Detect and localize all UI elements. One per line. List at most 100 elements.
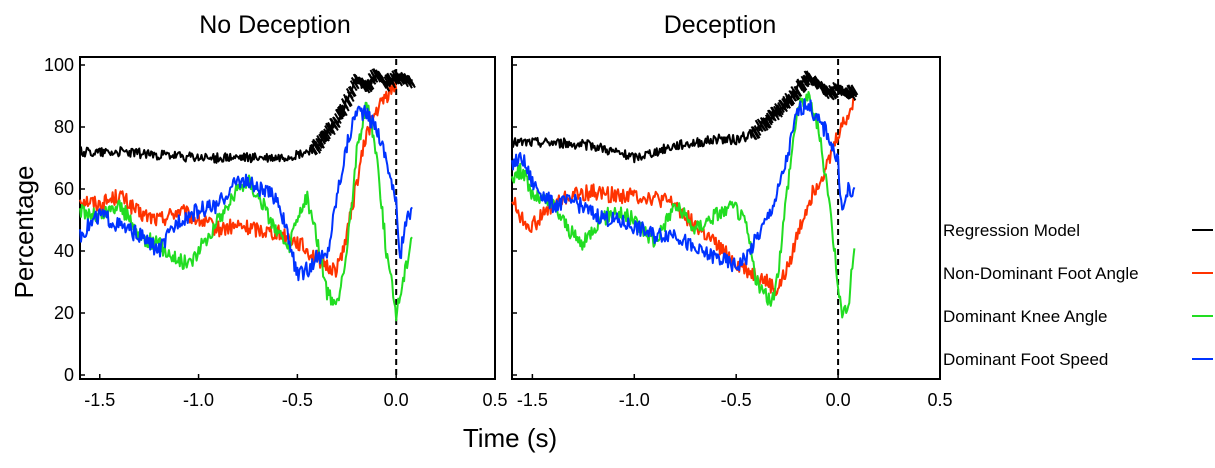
regression-marker [789, 90, 798, 102]
regression-marker [365, 79, 374, 91]
regression-marker [848, 89, 857, 101]
y-tick-label: 40 [54, 241, 74, 261]
regression-marker [397, 73, 405, 86]
regression-marker [802, 74, 811, 86]
x-tick-label: 0.5 [927, 390, 952, 410]
regression-marker [842, 88, 851, 100]
x-tick-label: 0.0 [384, 390, 409, 410]
regression-marker [348, 85, 357, 97]
regression-marker [765, 112, 774, 124]
panel-deception: Deception -1.5 -1.0 -0.5 0.0 0.5 [511, 11, 953, 410]
regression-marker [333, 117, 341, 129]
regression-marker [331, 119, 339, 131]
regression-marker [753, 124, 762, 136]
regression-marker [764, 114, 773, 126]
series-line-dominant-foot-speed [79, 104, 413, 282]
legend-label: Dominant Knee Angle [943, 307, 1107, 326]
regression-marker [313, 142, 322, 154]
y-tick-label: 60 [54, 179, 74, 199]
regression-marker [763, 117, 772, 129]
series-line-dominant-knee-angle [511, 91, 856, 319]
regression-marker [334, 113, 342, 125]
regression-marker [347, 86, 356, 98]
regression-marker [783, 97, 792, 109]
regression-marker [843, 88, 852, 100]
regression-marker [829, 88, 837, 100]
regression-marker [315, 137, 323, 149]
legend-label: Dominant Foot Speed [943, 350, 1108, 369]
regression-marker [388, 77, 397, 89]
regression-marker [786, 94, 795, 106]
x-tick-label: -1.5 [517, 390, 548, 410]
regression-marker [835, 85, 843, 97]
regression-marker [806, 75, 815, 87]
regression-marker [791, 89, 800, 101]
x-axis-title: Time (s) [463, 423, 557, 453]
regression-marker [760, 119, 769, 131]
regression-marker [818, 85, 827, 97]
regression-marker [801, 76, 810, 88]
regression-marker [797, 82, 806, 94]
regression-marker [822, 88, 830, 100]
regression-marker [794, 85, 803, 97]
regression-marker [339, 105, 348, 117]
regression-marker [335, 108, 343, 120]
regression-marker [811, 78, 820, 90]
regression-marker [845, 87, 854, 99]
series-line-dominant-foot-speed [511, 98, 856, 273]
regression-marker [820, 84, 829, 96]
regression-marker [831, 87, 839, 99]
regression-marker [752, 127, 761, 139]
regression-marker [395, 75, 404, 87]
x-tick-label: -0.5 [721, 390, 752, 410]
regression-marker [777, 101, 785, 113]
series-line-non-dominant-foot-angle [79, 81, 398, 278]
regression-marker [310, 143, 319, 155]
regression-marker [337, 105, 346, 117]
regression-marker [405, 77, 413, 89]
y-tick-label: 80 [54, 117, 74, 137]
plot-frame [511, 56, 941, 380]
regression-marker [772, 109, 780, 121]
regression-marker [368, 73, 377, 85]
regression-marker [324, 125, 332, 137]
regression-marker [781, 97, 789, 109]
legend-label: Non-Dominant Foot Angle [943, 264, 1139, 283]
regression-marker [799, 79, 808, 91]
regression-marker [769, 110, 777, 122]
y-tick-label: 20 [54, 303, 74, 323]
regression-marker [326, 123, 334, 135]
regression-marker [775, 106, 783, 118]
x-tick-label: 0.0 [826, 390, 851, 410]
regression-marker [309, 144, 318, 156]
x-tick-label: -1.0 [183, 390, 214, 410]
regression-marker [785, 95, 794, 107]
panel-title: Deception [664, 11, 777, 39]
regression-marker [408, 77, 416, 89]
regression-marker [798, 80, 807, 92]
regression-marker [810, 78, 819, 90]
regression-marker [314, 140, 322, 152]
x-tick-label: -1.5 [84, 390, 115, 410]
regression-marker [401, 76, 409, 88]
x-tick-label: 0.5 [482, 390, 507, 410]
legend: Regression Model Non-Dominant Foot Angle D… [943, 221, 1213, 369]
regression-marker [328, 124, 336, 136]
regression-marker [751, 128, 760, 140]
regression-marker [370, 71, 379, 83]
regression-marker [849, 86, 858, 98]
regression-marker [323, 128, 331, 140]
regression-marker [390, 73, 399, 85]
regression-marker [850, 84, 859, 96]
regression-marker [317, 137, 325, 149]
regression-marker [318, 133, 326, 145]
regression-marker [827, 89, 835, 101]
y-tick-label: 100 [44, 55, 74, 75]
regression-marker [362, 82, 371, 94]
regression-marker [364, 81, 373, 93]
series-line-dominant-knee-angle [79, 101, 413, 322]
regression-marker [343, 96, 352, 108]
regression-marker [383, 76, 392, 88]
regression-marker [382, 80, 391, 92]
